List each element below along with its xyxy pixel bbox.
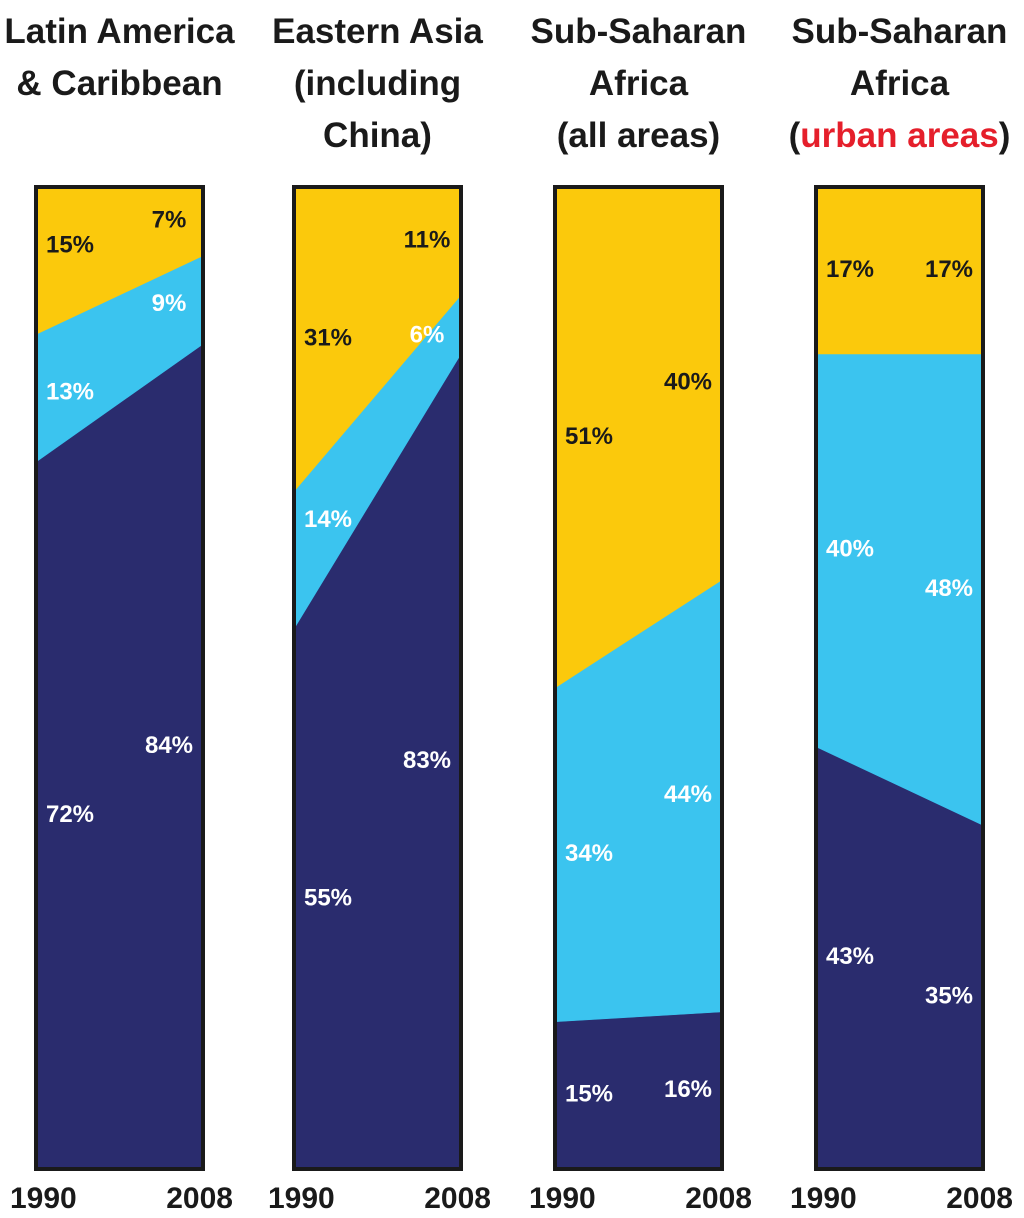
title-text: Africa [850,64,949,103]
data-label: 40% [826,536,874,563]
data-label: 6% [410,322,445,349]
data-label: 9% [152,290,187,317]
data-label: 35% [925,982,973,1009]
title-text: ) [999,116,1011,155]
x-tick-label-start: 1990 [10,1182,77,1213]
title-text: Eastern Asia [272,12,483,51]
data-label: 51% [565,423,613,450]
data-label: 15% [565,1081,613,1108]
data-label: 7% [152,207,187,234]
title-highlight-text: urban areas [800,116,998,155]
data-label: 44% [664,781,712,808]
chart-panel-4: 43% 35% 40% 48% 17% 17% 1990 2008 [790,187,1013,1213]
data-label: 72% [46,801,94,828]
title-line: (all areas) [514,110,764,162]
data-label: 48% [925,575,973,602]
data-label: 14% [304,506,352,533]
title-line: Eastern Asia [253,6,503,58]
title-line: Africa [514,58,764,110]
data-label: 17% [925,256,973,283]
title-text: (all areas) [557,116,720,155]
x-tick-label-end: 2008 [946,1182,1013,1213]
data-label: 84% [145,732,193,759]
data-label: 34% [565,840,613,867]
title-line: Sub-Saharan [514,6,764,58]
panel-title: Eastern Asia (including China) [253,6,503,162]
title-line: Africa [775,58,1024,110]
x-tick-label-end: 2008 [166,1182,233,1213]
title-line: (urban areas) [775,110,1024,162]
x-tick-label-start: 1990 [268,1182,335,1213]
data-label: 11% [404,226,451,253]
data-label: 17% [826,256,874,283]
title-line: China) [253,110,503,162]
title-line: & Caribbean [0,58,245,110]
data-label: 55% [304,884,352,911]
chart-panel-3: 15% 16% 34% 44% 51% 40% 1990 2008 [529,187,752,1213]
title-text: Latin America [4,12,234,51]
panel-title: Sub-Saharan Africa (urban areas) [775,6,1024,162]
x-tick-label-start: 1990 [529,1182,596,1213]
data-label: 31% [304,325,352,352]
title-text: Sub-Saharan [531,12,747,51]
data-label: 13% [46,379,94,406]
chart-panel-1: 72% 84% 13% 9% 15% 7% 1990 2008 [10,187,233,1213]
x-tick-label-end: 2008 [424,1182,491,1213]
title-line: (including [253,58,503,110]
title-text: ( [789,116,801,155]
data-label: 43% [826,943,874,970]
title-text: Africa [589,64,688,103]
panel-title: Latin America & Caribbean [0,6,245,110]
title-line: Sub-Saharan [775,6,1024,58]
data-label: 40% [664,369,712,396]
data-label: 16% [664,1076,712,1103]
x-tick-label-start: 1990 [790,1182,857,1213]
chart-panel-2: 55% 83% 14% 6% 31% 11% 1990 2008 [268,187,491,1213]
title-text: & Caribbean [16,64,222,103]
x-tick-label-end: 2008 [685,1182,752,1213]
title-text: China) [323,116,432,155]
title-text: Sub-Saharan [792,12,1008,51]
title-text: (including [294,64,461,103]
panel-title: Sub-Saharan Africa (all areas) [514,6,764,162]
title-line: Latin America [0,6,245,58]
data-label: 83% [403,747,451,774]
data-label: 15% [46,231,94,258]
